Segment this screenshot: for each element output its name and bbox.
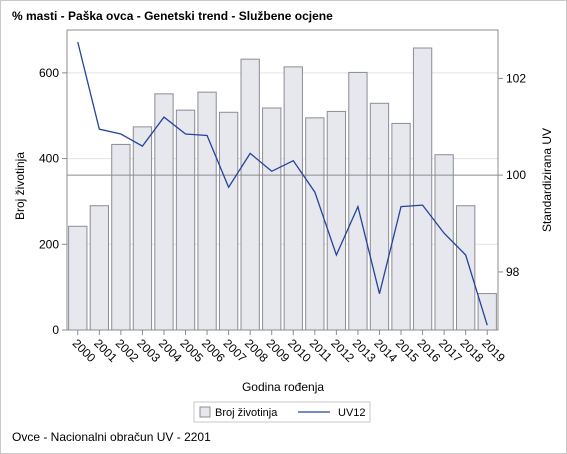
y-tick-label: 600 (39, 66, 59, 80)
plot-frame (66, 29, 499, 331)
bar (111, 143, 131, 331)
bar (391, 122, 411, 331)
x-tick-label: 2004 (156, 336, 185, 365)
uv12-line (77, 41, 488, 326)
line-layer (77, 41, 488, 326)
bar (132, 126, 153, 331)
bar (412, 47, 433, 331)
x-tick-label: 2017 (436, 336, 465, 365)
bar (369, 102, 390, 331)
bar (154, 93, 174, 331)
x-tick-label: 2000 (70, 336, 99, 365)
bar (68, 225, 88, 331)
bar (240, 58, 260, 331)
legend-line-label: UV12 (338, 407, 366, 419)
y-tick-label: 0 (52, 323, 59, 337)
legend-bar-swatch (199, 406, 211, 418)
legend-box (193, 401, 371, 423)
x-tick-label: 2003 (134, 336, 163, 365)
chart-title: % masti - Paška ovca - Genetski trend - … (12, 9, 333, 23)
x-tick-label: 2014 (371, 336, 400, 365)
y-tick-label: 200 (39, 237, 59, 251)
bar (434, 154, 454, 331)
x-axis-label: Godina rođenja (242, 380, 324, 394)
x-tick-label: 2016 (414, 336, 443, 365)
y2-tick-label: 98 (506, 265, 520, 279)
bar-layer (68, 47, 497, 331)
x-tick-label: 2001 (91, 336, 120, 365)
bar (305, 117, 325, 331)
legend-bar-label: Broj životinja (215, 407, 278, 419)
bar (262, 107, 282, 331)
bar (89, 205, 109, 331)
bar (348, 71, 368, 331)
bar (218, 111, 239, 331)
chart-footer: Ovce - Nacionalni obračun UV - 2201 (12, 430, 211, 444)
y2-tick-label: 102 (506, 71, 526, 85)
x-tick-label: 2002 (113, 336, 142, 365)
x-tick-label: 2006 (199, 336, 228, 365)
y-tick-label: 400 (39, 152, 59, 166)
x-tick-label: 2008 (242, 336, 271, 365)
x-tick-label: 2005 (177, 336, 206, 365)
legend: Broj životinja UV12 (193, 401, 371, 423)
x-tick-label: 2011 (307, 336, 335, 364)
bar (326, 110, 347, 331)
bar (283, 66, 303, 331)
bar (197, 91, 217, 331)
x-tick-label: 2013 (350, 336, 379, 365)
bar (456, 205, 476, 331)
x-tick-label: 2018 (458, 336, 487, 365)
y2-tick-label: 100 (506, 168, 526, 182)
bar (175, 109, 196, 331)
x-tick-label: 2019 (479, 336, 508, 365)
x-tick-label: 2012 (328, 336, 357, 365)
x-tick-label: 2009 (264, 336, 293, 365)
x-tick-label: 2007 (221, 336, 250, 365)
x-tick-label: 2010 (285, 336, 314, 365)
y2-axis-label: Standardizirana UV (540, 128, 554, 232)
y-axis-label: Broj životinja (13, 152, 27, 220)
x-tick-label: 2015 (393, 336, 422, 365)
